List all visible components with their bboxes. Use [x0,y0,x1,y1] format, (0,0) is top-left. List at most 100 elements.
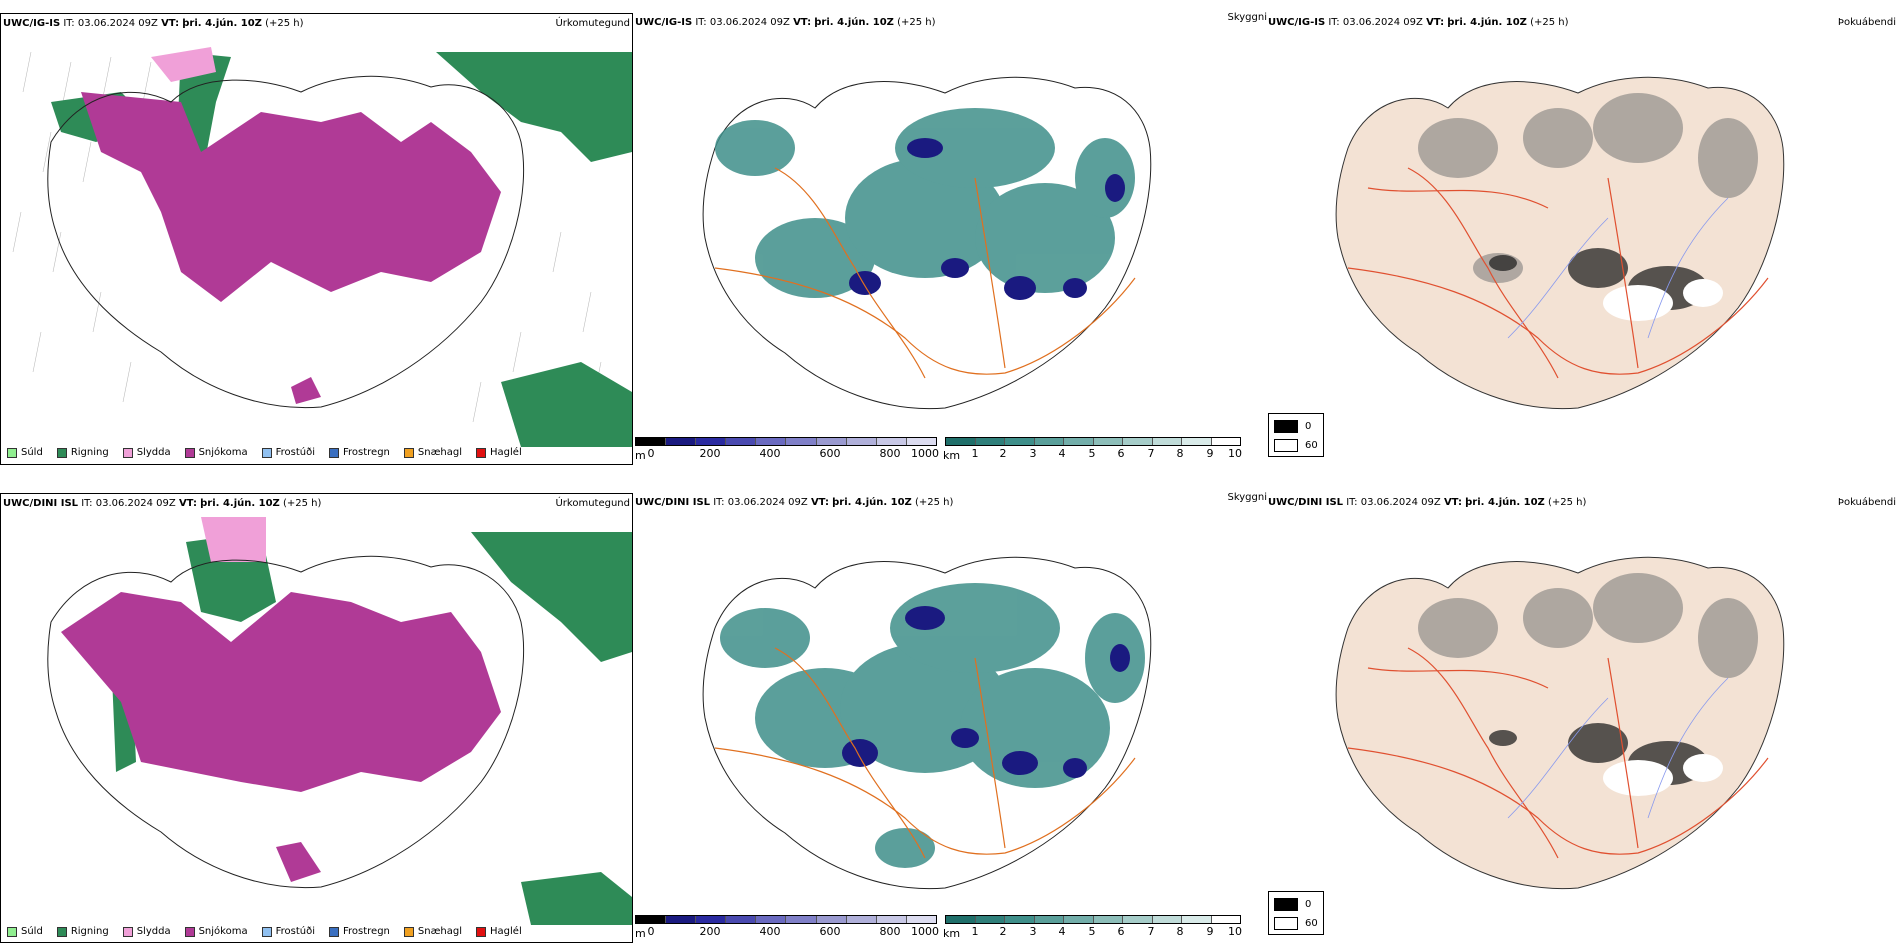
legend-swatch [261,447,272,458]
tick-label: 6 [1117,925,1125,938]
ceiling-map [702,76,1152,410]
tick-label: 4 [1058,447,1066,460]
legend-swatch [56,926,67,937]
legend-swatch [403,447,414,458]
precip-type-map [1,32,632,447]
precip-type-panel-row1: UWC/IG-IS IT: 03.06.2024 09Z VT: þri. 4.… [0,13,633,465]
tick-label: 7 [1147,925,1155,938]
legend-item: Haglél [476,447,522,458]
tick-label: 5 [1088,447,1096,460]
elevation-scale: 0 200 400 600 800 1000 [635,915,939,938]
tick-label: 1 [971,925,979,938]
opacity-swatch-60 [1274,439,1298,452]
panel-title: Úrkomutegund [555,498,630,509]
tick-label: 0 [647,447,655,460]
panel-title: Þokuábendi [1837,497,1896,508]
scale-unit-m: m [635,449,646,462]
legend-item: Frostúði [261,926,315,937]
elevation-colorbar [635,437,937,446]
tick-label: 600 [819,447,841,460]
legend-item: Súld [7,447,43,458]
tick-label: 1000 [911,925,939,938]
legend-item: Rigning [56,926,109,937]
legend-item: Frostúði [261,447,315,458]
tick-label: 600 [819,925,841,938]
tick-label: 8 [1176,925,1184,938]
legend-swatch [184,926,195,937]
tick-label: 7 [1147,447,1155,460]
elevation-colorbar [635,915,937,924]
tick-label: 9 [1206,447,1214,460]
panel-title: Skyggni [1227,12,1267,23]
scale-unit-km: km [943,927,961,940]
opacity-label: 0 [1305,421,1312,432]
opacity-label: 60 [1305,440,1318,451]
tick-label: 400 [759,447,781,460]
tick-label: 8 [1176,447,1184,460]
tick-label: 0 [647,925,655,938]
opacity-legend: 0 60 [1268,891,1324,935]
opacity-swatch-0 [1274,420,1298,433]
tick-label: 400 [759,925,781,938]
legend-swatch [122,447,133,458]
visibility-colorbar [945,915,1241,924]
cloud-panel-row1: UWC/IG-IS IT: 03.06.2024 09Z VT: þri. 4.… [1268,13,1900,465]
legend-item: Snjókoma [184,447,248,458]
tick-label: 3 [1029,925,1037,938]
scale-unit-m: m [635,927,646,940]
ceiling-map [702,556,1152,890]
legend-item: Frostregn [329,926,390,937]
tick-label: 800 [879,925,901,938]
tick-label: 2 [999,925,1007,938]
legend-swatch [7,926,17,937]
opacity-swatch-60 [1274,917,1298,930]
tick-label: 2 [999,447,1007,460]
opacity-label: 60 [1305,918,1318,929]
legend-item: Snæhagl [403,926,462,937]
run-header: UWC/DINI ISL IT: 03.06.2024 09Z VT: þri.… [3,498,322,509]
cloud-map [1335,76,1785,410]
legend-swatch [7,447,17,458]
legend-swatch [329,447,339,458]
legend-swatch [476,447,487,458]
legend-swatch [403,926,414,937]
tick-label: 9 [1206,925,1214,938]
tick-label: 1000 [911,447,939,460]
precip-type-panel-row2: UWC/DINI ISL IT: 03.06.2024 09Z VT: þri.… [0,493,633,943]
visibility-scale: 1 2 3 4 5 6 7 8 9 10 [945,437,1242,460]
panel-title: Skyggni [1227,492,1267,503]
ceiling-panel-row1: UWC/IG-IS IT: 03.06.2024 09Z VT: þri. 4.… [635,12,1267,465]
tick-label: 4 [1058,925,1066,938]
run-header: UWC/IG-IS IT: 03.06.2024 09Z VT: þri. 4.… [635,17,936,28]
precip-type-map [1,512,632,925]
precip-legend: Súld Rigning Slydda Snjókoma Frostúði Fr… [7,926,536,937]
visibility-colorbar [945,437,1241,446]
legend-swatch [329,926,339,937]
run-header: UWC/IG-IS IT: 03.06.2024 09Z VT: þri. 4.… [3,18,304,29]
panel-title: Úrkomutegund [555,18,630,29]
legend-swatch [122,926,133,937]
tick-label: 1 [971,447,979,460]
legend-swatch [261,926,272,937]
tick-label: 800 [879,447,901,460]
run-header: UWC/DINI ISL IT: 03.06.2024 09Z VT: þri.… [1268,497,1587,508]
tick-label: 200 [699,925,721,938]
legend-item: Rigning [56,447,109,458]
legend-swatch [184,447,195,458]
opacity-legend: 0 60 [1268,413,1324,457]
tick-label: 6 [1117,447,1125,460]
legend-item: Frostregn [329,447,390,458]
scale-unit-km: km [943,449,961,462]
visibility-scale: 1 2 3 4 5 6 7 8 9 10 [945,915,1242,938]
tick-label: 5 [1088,925,1096,938]
opacity-label: 0 [1305,899,1312,910]
tick-label: 200 [699,447,721,460]
tick-label: 3 [1029,447,1037,460]
elevation-scale: 0 200 400 600 800 1000 [635,437,939,460]
precip-legend: Súld Rigning Slydda Snjókoma Frostúði Fr… [7,447,536,458]
legend-item: Haglél [476,926,522,937]
tick-label: 10 [1228,925,1242,938]
panel-title: Þokuábendi [1837,17,1896,28]
legend-item: Slydda [122,447,171,458]
cloud-panel-row2: UWC/DINI ISL IT: 03.06.2024 09Z VT: þri.… [1268,493,1900,943]
